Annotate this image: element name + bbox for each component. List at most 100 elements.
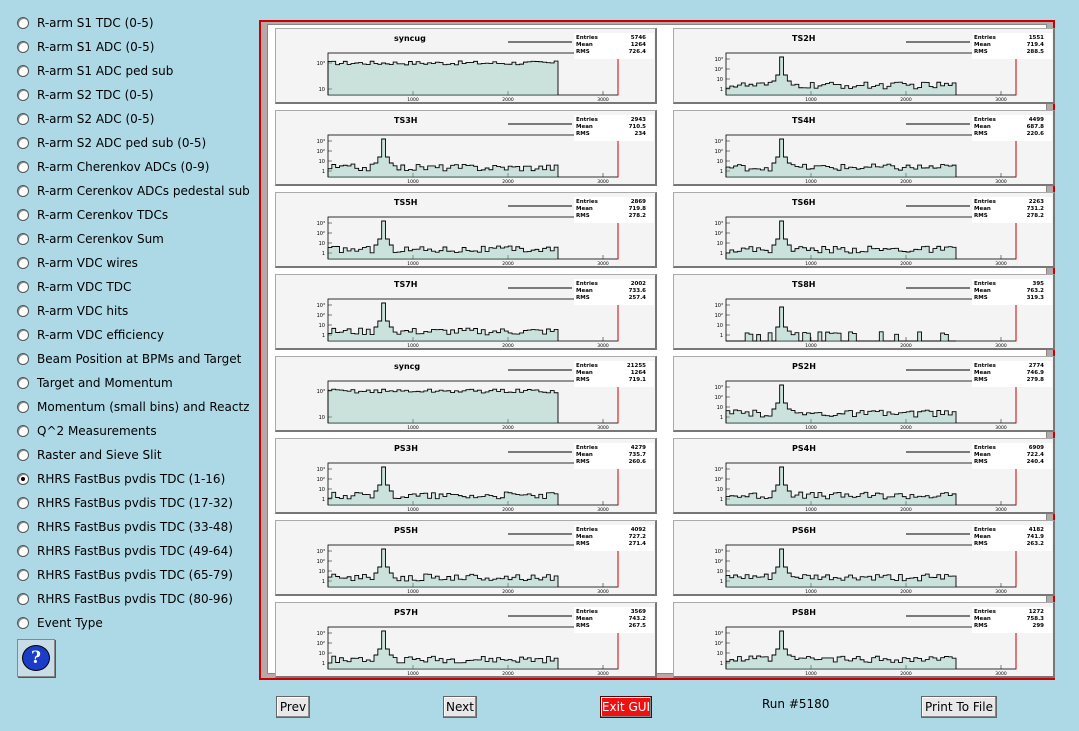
x-tick-label: 2000 (900, 507, 912, 513)
stats-value: 299 (1033, 623, 1045, 629)
stats-value: 719.4 (1027, 42, 1045, 48)
stats-box (574, 607, 654, 633)
menu-item-23[interactable]: RHRS FastBus pvdis TDC (65-79) (17, 565, 233, 585)
radio-unselected-icon[interactable] (17, 41, 29, 53)
menu-item-25[interactable]: Event Type (17, 613, 103, 633)
menu-item-22[interactable]: RHRS FastBus pvdis TDC (49-64) (17, 541, 233, 561)
histogram-plot: TS2H Entries 1551 Mean 719.4 RMS 288.5 10³ 10² 10… (715, 33, 1052, 103)
menu-item-15[interactable]: Target and Momentum (17, 373, 173, 393)
stats-key: Entries (576, 445, 599, 451)
menu-item-9[interactable]: R-arm Cerenkov Sum (17, 229, 164, 249)
menu-item-2[interactable]: R-arm S1 ADC ped sub (17, 61, 173, 81)
radio-unselected-icon[interactable] (17, 401, 29, 413)
radio-unselected-icon[interactable] (17, 545, 29, 557)
histogram-pad: TS5H Entries 2869 Mean 719.8 RMS 278.2 10³ 10² 10… (275, 192, 657, 268)
y-tick-label: 10³ (317, 303, 325, 309)
histogram-line (327, 388, 559, 423)
x-tick-label: 2000 (502, 425, 514, 431)
histogram-pad: TS4H Entries 4499 Mean 687.8 RMS 220.6 10³ 10² 10… (673, 110, 1055, 186)
histogram-pad: PS6H Entries 4182 Mean 741.9 RMS 263.2 10³ 10² 10… (673, 520, 1055, 596)
radio-unselected-icon[interactable] (17, 65, 29, 77)
radio-selected-icon[interactable] (17, 473, 29, 485)
radio-unselected-icon[interactable] (17, 281, 29, 293)
menu-item-label: R-arm S1 ADC (0-5) (37, 40, 155, 54)
radio-unselected-icon[interactable] (17, 449, 29, 461)
radio-unselected-icon[interactable] (17, 185, 29, 197)
stats-box (574, 279, 654, 305)
help-button[interactable]: ? (17, 639, 55, 677)
radio-unselected-icon[interactable] (17, 425, 29, 437)
stats-value: 2774 (1029, 363, 1044, 369)
y-tick-label: 1 (720, 415, 723, 421)
menu-item-24[interactable]: RHRS FastBus pvdis TDC (80-96) (17, 589, 233, 609)
stats-key: RMS (576, 377, 590, 383)
radio-unselected-icon[interactable] (17, 209, 29, 221)
menu-item-6[interactable]: R-arm Cherenkov ADCs (0-9) (17, 157, 209, 177)
menu-item-13[interactable]: R-arm VDC efficiency (17, 325, 164, 345)
menu-item-3[interactable]: R-arm S2 TDC (0-5) (17, 85, 154, 105)
y-tick-label: 10² (317, 149, 325, 155)
menu-item-8[interactable]: R-arm Cerenkov TDCs (17, 205, 168, 225)
menu-item-11[interactable]: R-arm VDC TDC (17, 277, 131, 297)
radio-unselected-icon[interactable] (17, 353, 29, 365)
exit-gui-button[interactable]: Exit GUI (600, 696, 652, 718)
radio-unselected-icon[interactable] (17, 137, 29, 149)
y-tick-label: 1 (720, 251, 723, 257)
y-tick-label: 1 (322, 251, 325, 257)
histogram-plot: syncg Entries 21255 Mean 1264 RMS 719.1 10³ 10 10… (317, 361, 654, 431)
stats-box (574, 197, 654, 223)
stats-key: RMS (974, 213, 988, 219)
menu-item-14[interactable]: Beam Position at BPMs and Target (17, 349, 241, 369)
histogram-plot: PS7H Entries 3569 Mean 743.2 RMS 267.5 10³ 10² 10… (317, 607, 654, 677)
radio-unselected-icon[interactable] (17, 497, 29, 509)
menu-item-0[interactable]: R-arm S1 TDC (0-5) (17, 13, 154, 33)
x-tick-label: 3000 (597, 261, 609, 267)
menu-item-18[interactable]: Raster and Sieve Slit (17, 445, 162, 465)
menu-item-19[interactable]: RHRS FastBus pvdis TDC (1-16) (17, 469, 225, 489)
stats-value: 279.8 (1027, 377, 1045, 383)
y-tick-label: 1 (322, 579, 325, 585)
menu-item-20[interactable]: RHRS FastBus pvdis TDC (17-32) (17, 493, 233, 513)
y-tick-label: 10² (317, 477, 325, 483)
radio-unselected-icon[interactable] (17, 89, 29, 101)
menu-item-21[interactable]: RHRS FastBus pvdis TDC (33-48) (17, 517, 233, 537)
radio-unselected-icon[interactable] (17, 617, 29, 629)
histogram-pad: TS6H Entries 2263 Mean 731.2 RMS 278.2 10³ 10² 10… (673, 192, 1055, 268)
menu-item-10[interactable]: R-arm VDC wires (17, 253, 138, 273)
stats-key: RMS (974, 295, 988, 301)
menu-item-label: R-arm Cherenkov ADCs (0-9) (37, 160, 210, 174)
next-button[interactable]: Next (443, 696, 477, 718)
stats-value: 240.4 (1027, 459, 1045, 465)
y-tick-label: 10 (319, 159, 325, 165)
radio-unselected-icon[interactable] (17, 377, 29, 389)
radio-unselected-icon[interactable] (17, 569, 29, 581)
menu-item-1[interactable]: R-arm S1 ADC (0-5) (17, 37, 154, 57)
stats-key: RMS (576, 541, 590, 547)
radio-unselected-icon[interactable] (17, 161, 29, 173)
menu-item-7[interactable]: R-arm Cerenkov ADCs pedestal sub (17, 181, 250, 201)
menu-item-16[interactable]: Momentum (small bins) and Reactz (17, 397, 249, 417)
radio-unselected-icon[interactable] (17, 233, 29, 245)
y-tick-label: 10² (317, 559, 325, 565)
print-to-file-button[interactable]: Print To File (921, 696, 997, 718)
radio-unselected-icon[interactable] (17, 113, 29, 125)
stats-key: Mean (974, 370, 991, 376)
menu-item-4[interactable]: R-arm S2 ADC (0-5) (17, 109, 154, 129)
menu-item-5[interactable]: R-arm S2 ADC ped sub (0-5) (17, 133, 206, 153)
radio-unselected-icon[interactable] (17, 305, 29, 317)
radio-unselected-icon[interactable] (17, 17, 29, 29)
histogram-plot: PS5H Entries 4092 Mean 727.2 RMS 271.4 10³ 10² 10… (317, 525, 654, 595)
prev-button[interactable]: Prev (276, 696, 310, 718)
radio-unselected-icon[interactable] (17, 257, 29, 269)
y-tick-label: 10 (319, 415, 325, 421)
stats-key: Mean (974, 288, 991, 294)
menu-item-17[interactable]: Q^2 Measurements (17, 421, 157, 441)
y-tick-label: 1 (322, 333, 325, 339)
x-tick-label: 2000 (502, 261, 514, 267)
x-tick-label: 1000 (407, 425, 419, 431)
radio-unselected-icon[interactable] (17, 521, 29, 533)
radio-unselected-icon[interactable] (17, 329, 29, 341)
radio-unselected-icon[interactable] (17, 593, 29, 605)
menu-item-12[interactable]: R-arm VDC hits (17, 301, 128, 321)
stats-value: 687.8 (1027, 124, 1045, 130)
